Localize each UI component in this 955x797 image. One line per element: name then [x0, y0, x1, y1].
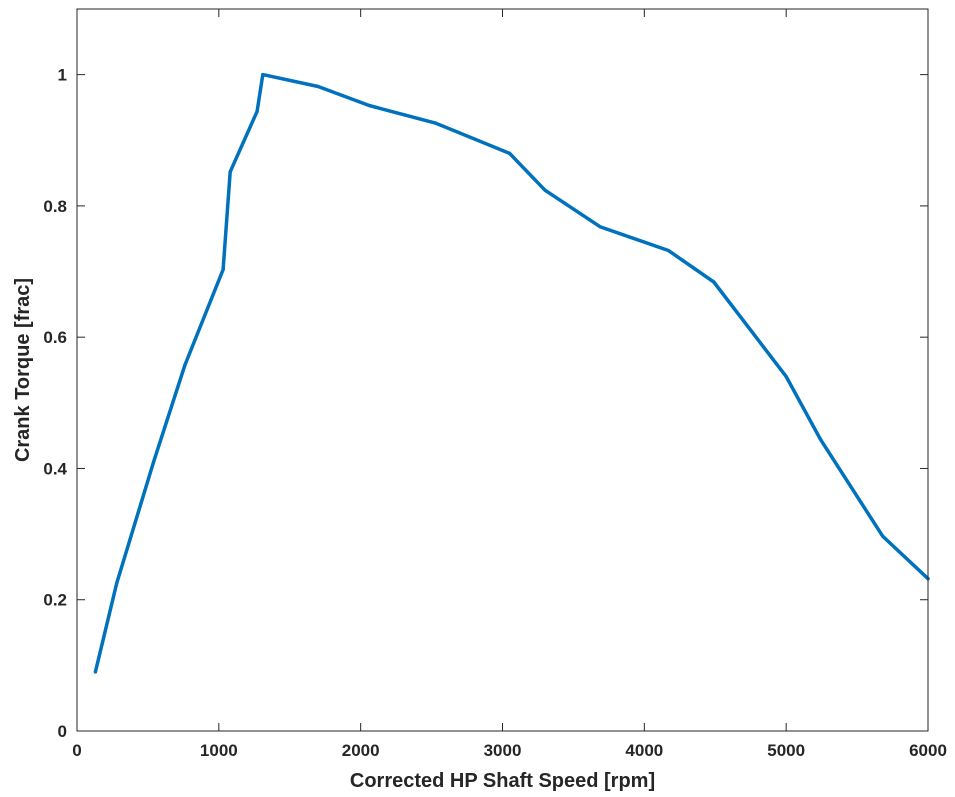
data-point	[228, 170, 232, 174]
y-tick-label: 0.2	[43, 591, 67, 610]
series-line-0	[93, 72, 930, 674]
y-tick-label: 0.8	[43, 197, 67, 216]
x-tick-label: 4000	[625, 741, 663, 760]
y-tick-label: 0	[58, 722, 67, 741]
data-point	[151, 460, 156, 464]
x-axis-ticks: 0 1000 2000 3000 4000 5000 6000	[72, 9, 947, 760]
data-point	[881, 534, 885, 538]
y-axis-label: Crank Torque [frac]	[12, 278, 34, 462]
data-point	[93, 670, 98, 674]
data-point	[712, 280, 716, 284]
data-point	[261, 73, 265, 77]
data-point	[543, 188, 547, 192]
plot-area	[93, 72, 930, 674]
y-tick-label: 1	[58, 66, 67, 85]
data-point	[255, 109, 259, 113]
data-point	[784, 374, 788, 379]
data-point	[221, 267, 225, 272]
data-point	[367, 103, 371, 108]
data-point	[507, 151, 512, 155]
data-point	[316, 84, 320, 89]
data-point	[183, 363, 187, 368]
x-axis-label: Corrected HP Shaft Speed [rpm]	[350, 770, 655, 792]
x-tick-label: 5000	[767, 741, 805, 760]
y-tick-label: 0.6	[43, 328, 67, 347]
data-point	[818, 437, 822, 441]
y-axis-ticks: 0 0.2 0.4 0.6 0.8 1	[43, 66, 928, 741]
data-point	[666, 248, 671, 253]
x-tick-label: 2000	[342, 741, 380, 760]
x-tick-label: 6000	[909, 741, 947, 760]
x-tick-label: 3000	[484, 741, 522, 760]
data-point	[115, 581, 119, 585]
data-point	[598, 225, 602, 229]
x-tick-label: 0	[72, 741, 81, 760]
data-point	[434, 121, 438, 125]
x-tick-label: 1000	[200, 741, 238, 760]
y-tick-label: 0.4	[43, 459, 67, 478]
